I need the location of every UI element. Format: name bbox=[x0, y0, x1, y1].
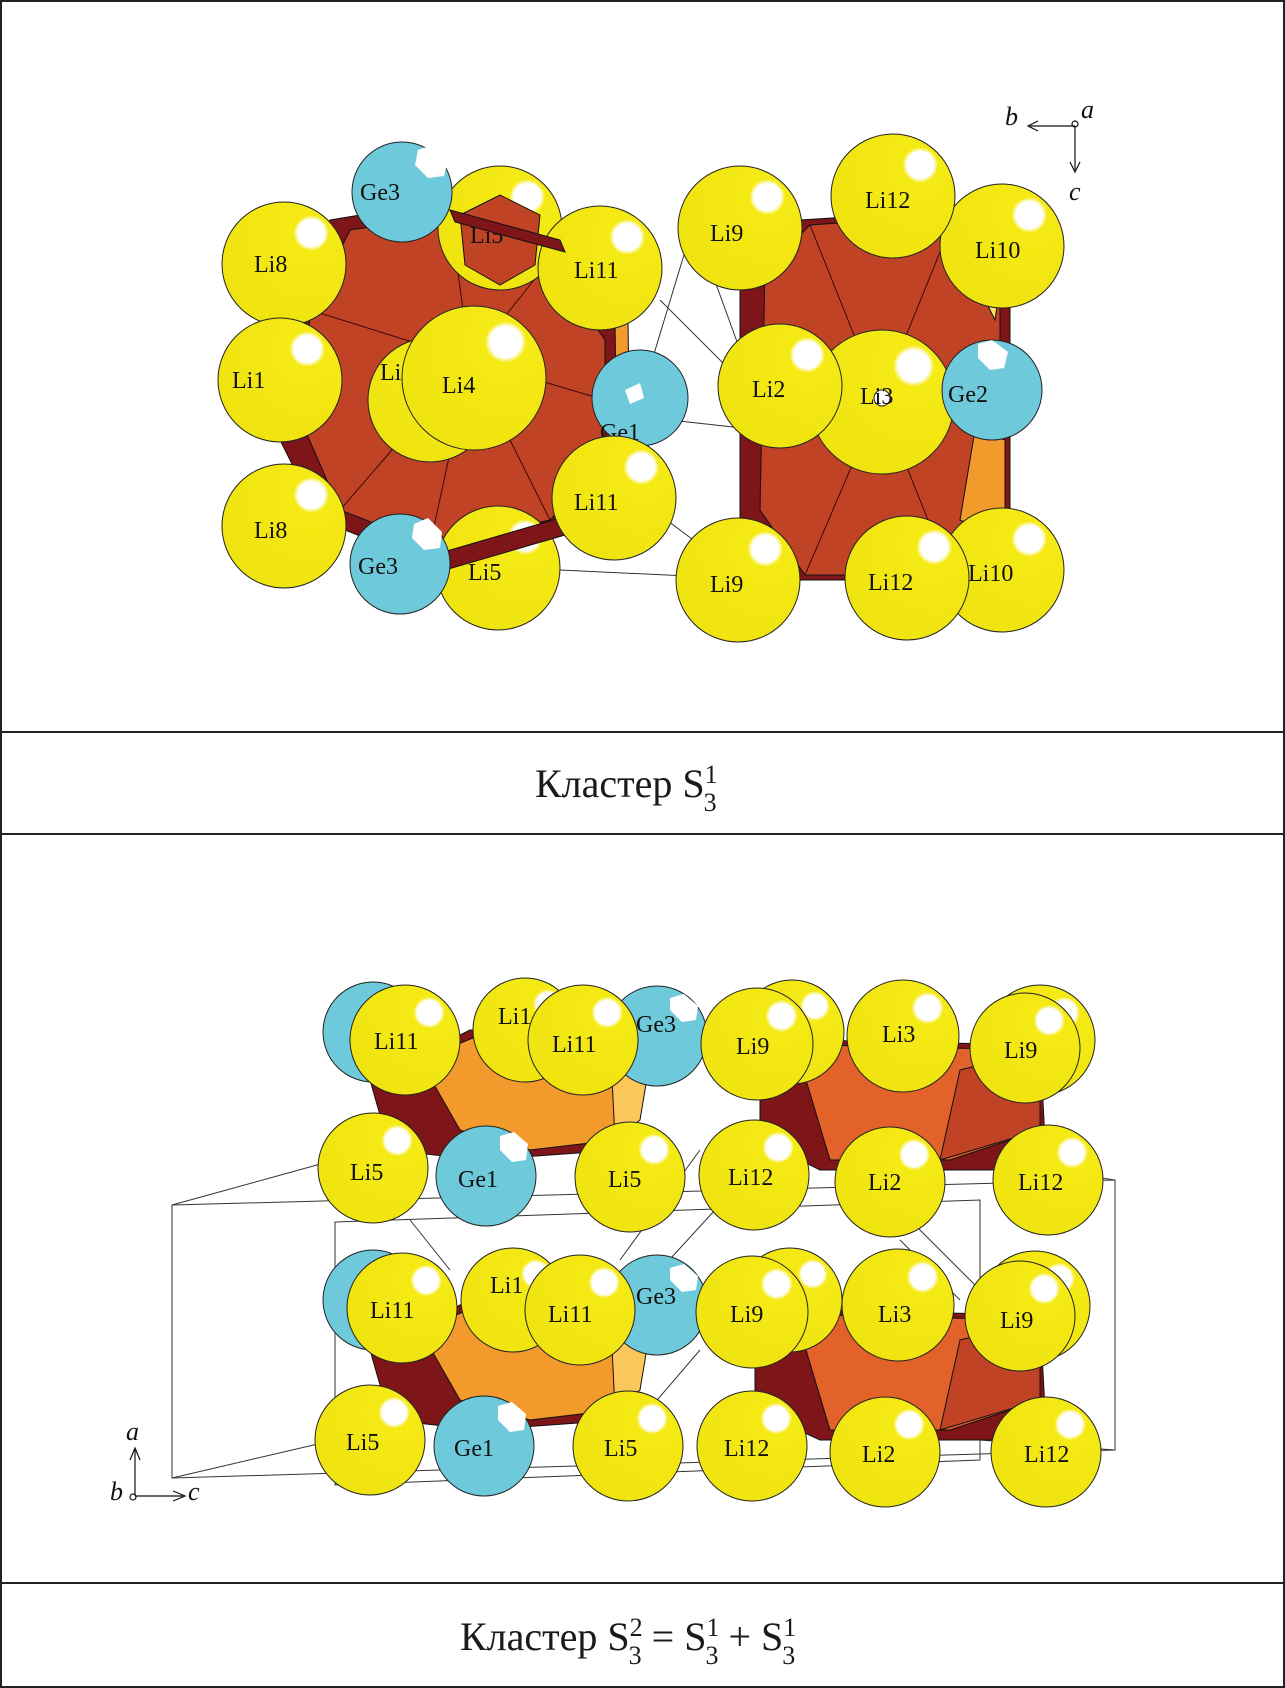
atom-label: Li11 bbox=[548, 1302, 592, 1328]
atom-label: Li12 bbox=[868, 570, 913, 596]
atom-ge2-top: Ge2 bbox=[941, 339, 1043, 441]
atom-label: Li8 bbox=[254, 252, 287, 278]
atom-label: Li5 bbox=[604, 1436, 637, 1462]
atom-li5-bottom-r2b: Li5 bbox=[572, 1390, 684, 1502]
atom-label: Li5 bbox=[346, 1430, 379, 1456]
atom-label: Li3 bbox=[878, 1302, 911, 1328]
atom-label: Li9 bbox=[710, 572, 743, 598]
atom-li9-bottom-r2a: Li9 bbox=[695, 1255, 809, 1369]
atom-label: Li12 bbox=[1018, 1170, 1063, 1196]
atom-li12-bottom-r1a: Li12 bbox=[698, 1119, 810, 1231]
axis-label-a-bottom: a bbox=[126, 1417, 139, 1446]
atom-label: Li12 bbox=[728, 1165, 773, 1191]
atom-li1-top: Li1 bbox=[217, 317, 343, 443]
atom-li2-bottom-r1: Li2 bbox=[834, 1126, 946, 1238]
atom-li11-bottom-r1a: Li11 bbox=[349, 984, 461, 1096]
atom-label: Li10 bbox=[975, 238, 1020, 264]
atom-li2-bottom-r2: Li2 bbox=[829, 1396, 941, 1508]
atom-li8-top: Li8 bbox=[221, 201, 347, 327]
atom-label: Li3 bbox=[882, 1022, 915, 1048]
atom-li11-bottom-r2a: Li11 bbox=[346, 1252, 458, 1364]
atom-li5-bottom-r1a: Li5 bbox=[317, 1112, 429, 1224]
atom-li9-bottom-r1a: Li9 bbox=[700, 987, 814, 1101]
atom-label: Ge2 bbox=[948, 382, 988, 408]
atom-label: Li9 bbox=[1004, 1038, 1037, 1064]
atom-li9-bottom-r2b: Li9 bbox=[964, 1260, 1076, 1372]
atom-label: Li3 bbox=[860, 384, 893, 410]
atom-label: Li5 bbox=[468, 560, 501, 586]
atom-label: Li2 bbox=[752, 377, 785, 403]
atom-label: Li12 bbox=[1024, 1442, 1069, 1468]
atom-li11-bottom-r2b: Li11 bbox=[524, 1254, 636, 1366]
atom-ge3-top: Ge3 bbox=[351, 141, 453, 243]
atom-label: Li2 bbox=[868, 1170, 901, 1196]
atom-label: Ge3 bbox=[636, 1284, 676, 1310]
atom-ge1-bottom-r2: Ge1 bbox=[433, 1395, 535, 1497]
axes-top bbox=[1026, 120, 1081, 174]
atom-li9b-top: Li9 bbox=[675, 517, 801, 643]
atom-label: Li11 bbox=[574, 258, 618, 284]
atom-ge3b-top: Ge3 bbox=[349, 513, 451, 615]
atom-li4-top: Li4 bbox=[401, 305, 547, 451]
atom-label: Li9 bbox=[730, 1302, 763, 1328]
atom-label: Li1 bbox=[490, 1273, 523, 1299]
atom-label: Li12 bbox=[865, 188, 910, 214]
atom-label: Li4 bbox=[442, 373, 475, 399]
atom-li2-top: Li2 bbox=[717, 323, 843, 449]
atom-label: Li9 bbox=[710, 221, 743, 247]
atom-li12-bottom-r2b: Li12 bbox=[990, 1396, 1102, 1508]
atom-label: Ge3 bbox=[360, 180, 400, 206]
atom-li10-top: Li10 bbox=[939, 183, 1065, 309]
atom-li12-bottom-r1b: Li12 bbox=[992, 1124, 1104, 1236]
atom-li11b-top: Li11 bbox=[551, 435, 677, 561]
atom-label: Li1 bbox=[498, 1004, 531, 1030]
atom-li8b-top: Li8 bbox=[221, 463, 347, 589]
atom-label: Li9 bbox=[1000, 1308, 1033, 1334]
atom-label: Ge1 bbox=[454, 1436, 494, 1462]
axis-label-b-bottom: b bbox=[110, 1477, 123, 1506]
atom-label: Li9 bbox=[736, 1034, 769, 1060]
atom-li3-bottom-r2: Li3 bbox=[841, 1248, 955, 1362]
caption-top: Кластер S1 3 bbox=[535, 760, 718, 817]
bottom-structure: Li1 Ge3 Li3 Li11 Li11 Li9 Li9 bbox=[171, 977, 1116, 1508]
atom-label: Li8 bbox=[254, 518, 287, 544]
atom-ge3-bottom-r2: Ge3 bbox=[606, 1254, 708, 1356]
atom-li12-top: Li12 bbox=[830, 133, 956, 259]
atom-label: Li5 bbox=[350, 1160, 383, 1186]
atom-label: Li5 bbox=[608, 1167, 641, 1193]
axes-bottom bbox=[129, 1446, 187, 1502]
caption-bottom: Кластер S2 3 = S1 3 + S1 3 bbox=[460, 1613, 796, 1670]
atom-label: Ge1 bbox=[458, 1167, 498, 1193]
atom-label: Ge3 bbox=[358, 554, 398, 580]
atom-ge1-bottom-r1: Ge1 bbox=[435, 1125, 537, 1227]
atom-ge1-top: Ge1 bbox=[591, 349, 689, 447]
axis-label-a: a bbox=[1081, 95, 1094, 124]
atom-label: Li11 bbox=[552, 1032, 596, 1058]
axis-label-c-bottom: c bbox=[188, 1477, 200, 1506]
atom-li3-bottom-r1: Li3 bbox=[846, 979, 960, 1093]
atom-label: Li11 bbox=[574, 490, 618, 516]
atom-li11-bottom-r1b: Li11 bbox=[527, 984, 639, 1096]
atom-li11-top: Li11 bbox=[537, 205, 663, 331]
top-structure: Li8 Li5 Ge3 Li11 Li1 Li Li4 bbox=[217, 133, 1065, 643]
atom-label: Li11 bbox=[374, 1029, 418, 1055]
atom-li5-bottom-r2a: Li5 bbox=[314, 1384, 426, 1496]
atom-li9-bottom-r1b: Li9 bbox=[969, 992, 1081, 1104]
axis-label-b: b bbox=[1005, 102, 1018, 131]
atom-label: Li2 bbox=[862, 1442, 895, 1468]
atom-label: Li bbox=[380, 360, 402, 386]
atom-li12-bottom-r2a: Li12 bbox=[696, 1390, 808, 1502]
atom-label: Li11 bbox=[370, 1298, 414, 1324]
atom-li5-bottom-r1b: Li5 bbox=[574, 1121, 686, 1233]
atom-label: Li1 bbox=[232, 368, 265, 394]
atom-li12b-top: Li12 bbox=[844, 515, 970, 641]
atom-label: Li10 bbox=[968, 561, 1013, 587]
axis-label-c: c bbox=[1069, 177, 1081, 206]
atom-li10b-top: Li10 bbox=[939, 507, 1065, 633]
atom-label: Ge3 bbox=[636, 1012, 676, 1038]
atom-label: Li12 bbox=[724, 1436, 769, 1462]
atom-li9-top: Li9 bbox=[677, 165, 803, 291]
